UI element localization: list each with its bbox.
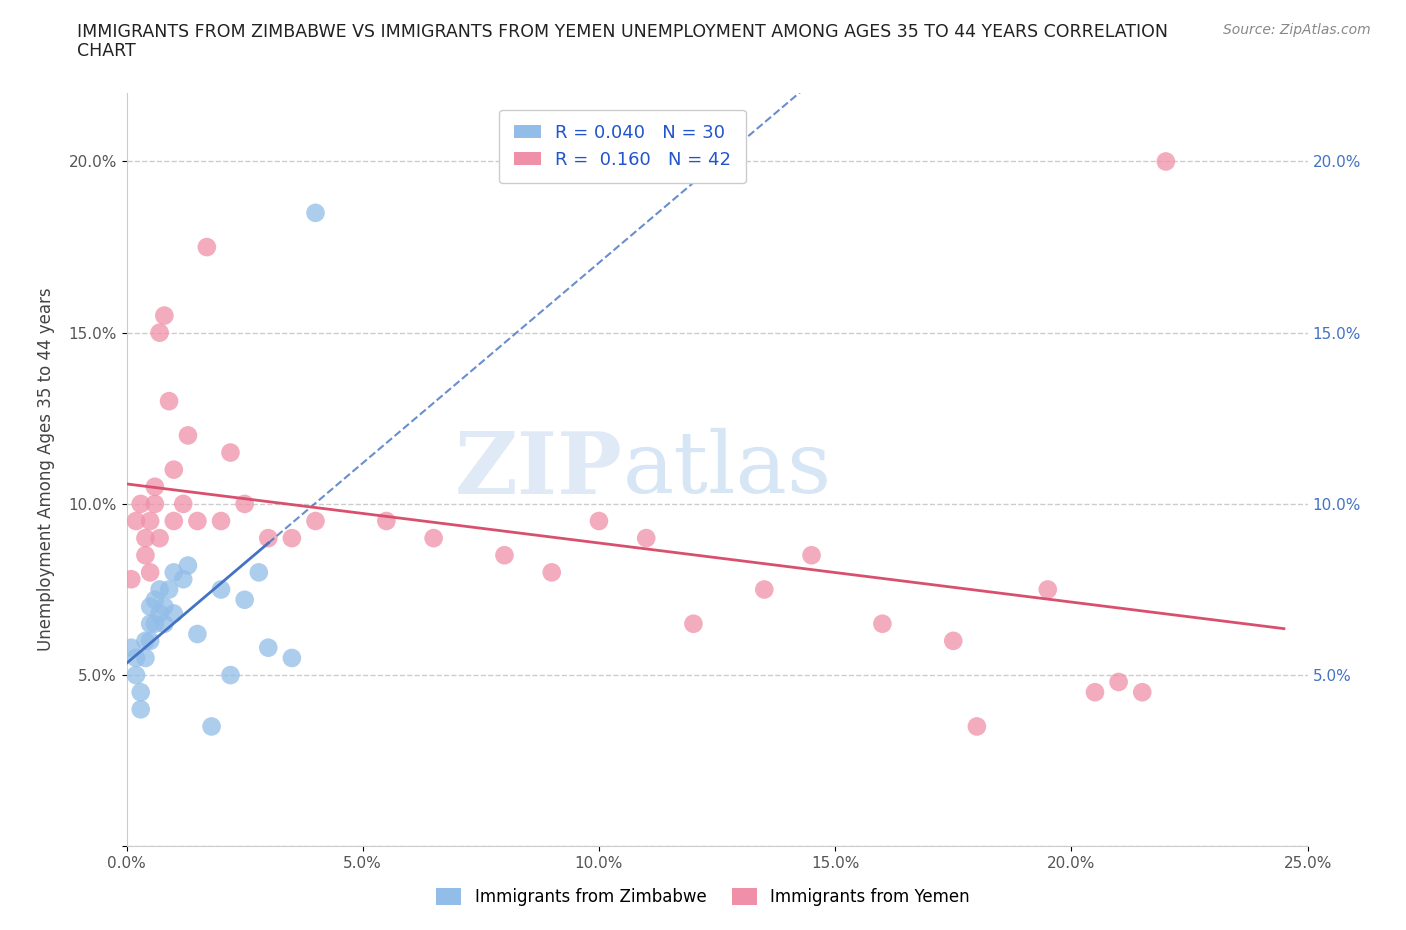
Point [149, 582, 172, 597]
Point [163, 565, 186, 579]
Point [149, 531, 172, 546]
Point [149, 606, 172, 621]
Point [233, 592, 256, 607]
Text: ZIP: ZIP [454, 428, 623, 512]
Point [172, 572, 194, 587]
Point [163, 462, 186, 477]
Point [1154, 154, 1177, 169]
Point [257, 640, 280, 655]
Point [209, 582, 232, 597]
Point [177, 428, 200, 443]
Point [125, 513, 148, 528]
Point [139, 617, 162, 631]
Point [375, 513, 398, 528]
Point [153, 617, 176, 631]
Point [163, 513, 186, 528]
Point [134, 651, 156, 666]
Text: CHART: CHART [77, 42, 136, 60]
Point [195, 240, 218, 255]
Point [134, 548, 156, 563]
Legend: Immigrants from Zimbabwe, Immigrants from Yemen: Immigrants from Zimbabwe, Immigrants fro… [430, 881, 976, 912]
Point [139, 513, 162, 528]
Point [540, 565, 562, 579]
Point [636, 531, 658, 546]
Point [1130, 684, 1153, 699]
Point [139, 633, 162, 648]
Point [157, 393, 180, 408]
Text: atlas: atlas [623, 428, 832, 512]
Point [143, 497, 166, 512]
Point [800, 548, 823, 563]
Point [129, 497, 152, 512]
Point [966, 719, 988, 734]
Point [153, 599, 176, 614]
Point [153, 308, 176, 323]
Point [129, 702, 152, 717]
Point [1108, 674, 1130, 689]
Point [120, 640, 142, 655]
Point [186, 627, 208, 642]
Point [172, 497, 194, 512]
Point [129, 684, 152, 699]
Point [143, 592, 166, 607]
Point [872, 617, 894, 631]
Point [186, 513, 208, 528]
Point [139, 565, 162, 579]
Point [134, 531, 156, 546]
Point [134, 633, 156, 648]
Point [233, 497, 256, 512]
Point [177, 558, 200, 573]
Point [588, 513, 610, 528]
Point [304, 513, 326, 528]
Point [125, 651, 148, 666]
Point [422, 531, 444, 546]
Y-axis label: Unemployment Among Ages 35 to 44 years: Unemployment Among Ages 35 to 44 years [37, 288, 55, 651]
Point [125, 668, 148, 683]
Point [682, 617, 704, 631]
Text: IMMIGRANTS FROM ZIMBABWE VS IMMIGRANTS FROM YEMEN UNEMPLOYMENT AMONG AGES 35 TO : IMMIGRANTS FROM ZIMBABWE VS IMMIGRANTS F… [77, 23, 1168, 41]
Point [942, 633, 965, 648]
Point [139, 599, 162, 614]
Point [281, 531, 304, 546]
Point [157, 582, 180, 597]
Point [143, 479, 166, 494]
Point [1036, 582, 1059, 597]
Point [163, 606, 186, 621]
Point [149, 326, 172, 340]
Point [120, 572, 142, 587]
Point [247, 565, 270, 579]
Point [143, 617, 166, 631]
Point [257, 531, 280, 546]
Point [281, 651, 304, 666]
Point [1084, 684, 1107, 699]
Point [754, 582, 776, 597]
Point [219, 445, 242, 460]
Point [304, 206, 326, 220]
Text: Source: ZipAtlas.com: Source: ZipAtlas.com [1223, 23, 1371, 37]
Point [219, 668, 242, 683]
Point [200, 719, 222, 734]
Point [209, 513, 232, 528]
Point [494, 548, 516, 563]
Legend: R = 0.040   N = 30, R =  0.160   N = 42: R = 0.040 N = 30, R = 0.160 N = 42 [499, 110, 745, 183]
